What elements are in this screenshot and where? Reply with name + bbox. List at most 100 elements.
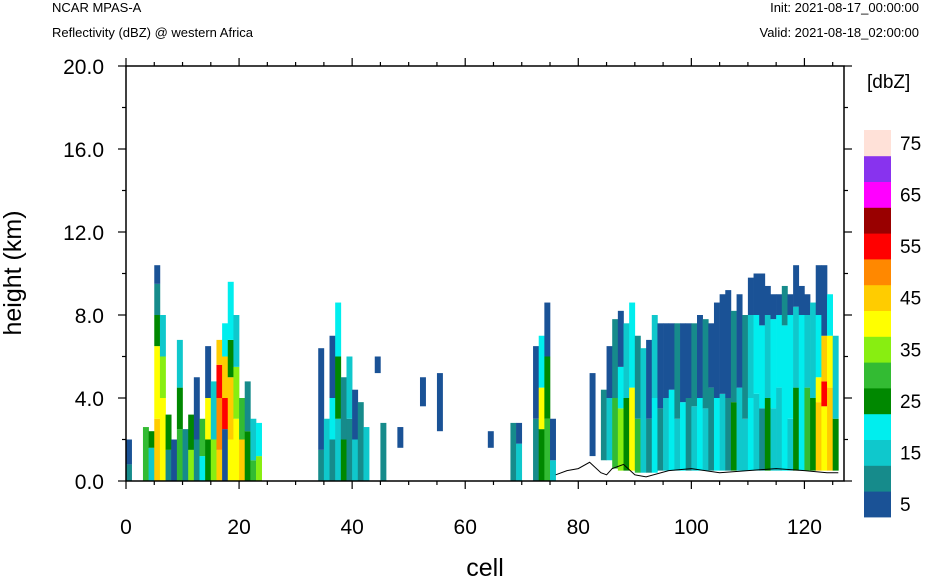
reflectivity-cell bbox=[335, 418, 342, 481]
reflectivity-cell bbox=[629, 302, 636, 388]
reflectivity-cell bbox=[216, 449, 223, 481]
y-tick-label: 16.0 bbox=[63, 139, 104, 162]
reflectivity-cell bbox=[753, 315, 760, 394]
x-tick-labels: 0 20 40 60 80 100 120 bbox=[120, 516, 822, 539]
reflectivity-cell bbox=[227, 339, 234, 378]
reflectivity-cell bbox=[165, 414, 172, 450]
reflectivity-cell bbox=[352, 389, 359, 440]
reflectivity-cell bbox=[256, 422, 262, 457]
reflectivity-cell bbox=[165, 449, 172, 481]
reflectivity-cell bbox=[436, 373, 443, 432]
reflectivity-cell bbox=[346, 356, 353, 419]
reflectivity-cell bbox=[708, 387, 715, 471]
valid-time: Valid: 2021-08-18_02:00:00 bbox=[759, 25, 920, 40]
reflectivity-cell bbox=[538, 429, 545, 481]
reflectivity-cell bbox=[188, 449, 195, 481]
reflectivity-cell bbox=[193, 439, 200, 481]
x-tick-label: 120 bbox=[787, 516, 822, 539]
colorbar-label: 5 bbox=[900, 495, 911, 516]
reflectivity-cell bbox=[634, 335, 641, 419]
reflectivity-cell bbox=[810, 302, 817, 398]
reflectivity-cell bbox=[171, 439, 178, 481]
colorbar-swatch bbox=[864, 181, 891, 208]
colorbar-swatch bbox=[864, 310, 891, 337]
reflectivity-cell bbox=[736, 387, 743, 471]
reflectivity-cell bbox=[815, 265, 822, 315]
reflectivity-cell bbox=[702, 408, 709, 471]
reflectivity-cell bbox=[148, 431, 155, 448]
reflectivity-cell bbox=[244, 431, 251, 481]
reflectivity-cell bbox=[589, 373, 596, 457]
reflectivity-cell bbox=[646, 339, 653, 419]
reflectivity-cell bbox=[798, 398, 805, 471]
reflectivity-cell bbox=[798, 285, 805, 315]
reflectivity-cell bbox=[335, 356, 342, 419]
reflectivity-cell bbox=[397, 427, 404, 448]
reflectivity-cell bbox=[680, 323, 687, 403]
reflectivity-cell bbox=[691, 323, 698, 407]
field-title: Reflectivity (dBZ) @ western Africa bbox=[52, 25, 254, 40]
reflectivity-cell bbox=[544, 418, 551, 481]
colorbar-label: 55 bbox=[900, 237, 921, 258]
reflectivity-cell bbox=[764, 398, 771, 471]
reflectivity-cell bbox=[233, 366, 240, 419]
reflectivity-cell bbox=[815, 315, 822, 378]
reflectivity-cell bbox=[657, 323, 664, 409]
reflectivity-cell bbox=[419, 377, 426, 407]
reflectivity-cell bbox=[126, 439, 132, 465]
colorbar-swatch bbox=[864, 491, 891, 518]
y-tick-label: 4.0 bbox=[75, 388, 104, 411]
reflectivity-cell bbox=[239, 398, 246, 440]
colorbar-swatch bbox=[864, 439, 891, 466]
reflectivity-cell bbox=[205, 439, 212, 481]
reflectivity-cell bbox=[363, 427, 370, 481]
reflectivity-cell bbox=[550, 418, 556, 461]
reflectivity-cell bbox=[719, 393, 726, 471]
reflectivity-cell bbox=[323, 418, 330, 481]
reflectivity-cell bbox=[657, 408, 664, 471]
reflectivity-cell bbox=[193, 377, 200, 440]
reflectivity-cell bbox=[821, 265, 828, 336]
colorbar-label: 45 bbox=[900, 289, 921, 310]
reflectivity-cell bbox=[329, 335, 336, 398]
reflectivity-cell bbox=[793, 306, 800, 388]
reflectivity-cell bbox=[747, 277, 754, 315]
reflectivity-cell bbox=[550, 460, 556, 481]
reflectivity-cell bbox=[233, 315, 240, 367]
reflectivity-cell bbox=[685, 398, 692, 471]
x-tick-label: 20 bbox=[227, 516, 250, 539]
colorbar-units: [dbZ] bbox=[867, 72, 910, 93]
init-time: Init: 2021-08-17_00:00:00 bbox=[770, 0, 919, 15]
colorbar-label: 25 bbox=[900, 392, 921, 413]
reflectivity-cell bbox=[708, 323, 715, 388]
reflectivity-cell bbox=[205, 398, 212, 440]
reflectivity-cell bbox=[544, 302, 551, 357]
colorbar-swatch bbox=[864, 388, 891, 415]
reflectivity-cell bbox=[832, 335, 839, 419]
reflectivity-cell bbox=[617, 310, 624, 367]
colorbar-label: 75 bbox=[900, 134, 921, 155]
x-tick-label: 60 bbox=[454, 516, 477, 539]
reflectivity-cell bbox=[770, 294, 777, 320]
colorbar-swatch bbox=[864, 233, 891, 260]
reflectivity-cell bbox=[651, 315, 658, 398]
reflectivity-cell bbox=[239, 439, 246, 481]
reflectivity-cell bbox=[815, 377, 822, 403]
reflectivity-cell bbox=[250, 418, 257, 461]
reflectivity-cell bbox=[380, 422, 387, 481]
reflectivity-cell bbox=[346, 418, 353, 481]
reflectivity-cell bbox=[612, 398, 619, 469]
reflectivity-cell bbox=[832, 418, 839, 471]
reflectivity-cell bbox=[651, 398, 658, 473]
reflectivity-cell bbox=[725, 290, 732, 398]
reflectivity-cell bbox=[713, 398, 720, 471]
reflectivity-cell bbox=[199, 456, 206, 481]
reflectivity-cell bbox=[538, 335, 545, 388]
reflectivity-cell bbox=[176, 429, 183, 481]
reflectivity-cell bbox=[182, 429, 189, 481]
reflectivity-cell bbox=[154, 315, 161, 347]
reflectivity-cell bbox=[736, 294, 743, 388]
reflectivity-cell bbox=[753, 273, 760, 315]
reflectivity-cell bbox=[216, 364, 223, 398]
reflectivity-cell bbox=[668, 323, 675, 390]
